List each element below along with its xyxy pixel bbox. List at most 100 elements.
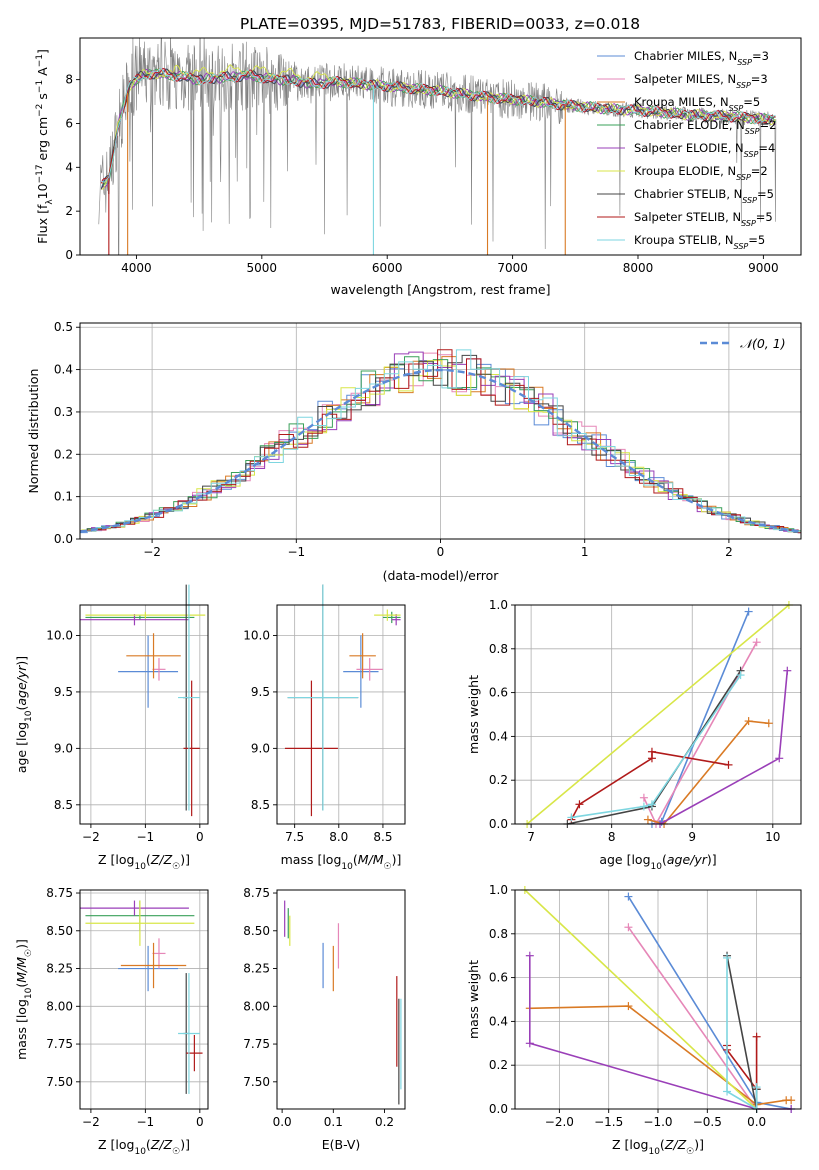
- legend-entry: Chabrier ELODIE, NSSP=2: [634, 118, 776, 136]
- legend-entry: Kroupa STELIB, NSSP=5: [634, 233, 765, 251]
- y-tick-label: 7.75: [46, 1037, 73, 1051]
- weight-line: [647, 720, 769, 825]
- errorbar-point: [374, 609, 401, 621]
- y-tick-label: 1.0: [489, 883, 508, 897]
- x-tick-label: 5000: [247, 261, 278, 275]
- x-tick-label: 0: [196, 830, 204, 844]
- axes-spectrum: 4000 5000 6000 7000 8000 9000 0 2 4 6 8 wavelength …: [35, 37, 802, 297]
- axes-age-vs-mass: 7.5 8.0 8.5 8.5 9.0 9.5 10.0 mass [log10(M/M☉)]: [243, 584, 406, 872]
- x-tick-label: −1.0: [643, 1115, 672, 1129]
- y-tick-label: 0.0: [489, 817, 508, 831]
- weight-series: [647, 607, 753, 828]
- residual-histogram: [81, 356, 801, 533]
- weight-series: [523, 601, 793, 828]
- x-tick-label: 8000: [623, 261, 654, 275]
- x-tick-label: 7.5: [285, 830, 304, 844]
- weight-series: [656, 666, 792, 828]
- x-tick-label: 0: [196, 1115, 204, 1129]
- errorbar-point: [284, 680, 338, 817]
- plot-frame: [79, 889, 209, 1110]
- x-tick-label: −2: [82, 1115, 100, 1129]
- y-tick-label: 0.0: [54, 532, 73, 546]
- y-tick-label: 2: [65, 204, 73, 218]
- errorbar-point: [120, 942, 187, 989]
- y-tick-label: 8.00: [46, 999, 73, 1013]
- weight-series: [520, 886, 761, 1113]
- y-tick-label: 0.6: [489, 686, 508, 700]
- y-tick-label: 8.75: [46, 886, 73, 900]
- y-axis-label: Normed distribution: [26, 369, 41, 494]
- y-tick-label: 6: [65, 116, 73, 130]
- y-tick-label: 8.75: [243, 886, 270, 900]
- weight-series: [624, 892, 796, 1113]
- x-tick-label: 7: [527, 830, 535, 844]
- axes-mass-vs-Z: −2 −1 0 7.50 7.75 8.00 8.25 8.50 8.75 Z [log10(Z/…: [14, 886, 209, 1157]
- x-tick-label: 0: [437, 545, 445, 559]
- weight-line: [526, 604, 790, 825]
- residual-histogram: [81, 349, 801, 533]
- errorbar-point: [178, 973, 200, 1094]
- x-tick-label: 0.1: [324, 1115, 343, 1129]
- errorbar-point: [343, 635, 379, 708]
- y-tick-label: 0.2: [489, 773, 508, 787]
- x-tick-label: 8: [608, 830, 616, 844]
- y-tick-label: 0.6: [489, 971, 508, 985]
- y-tick-label: 0.4: [54, 363, 73, 377]
- plot-frame: [79, 37, 802, 256]
- weight-series: [567, 747, 733, 824]
- y-axis-label: age [log10(age/yr)]: [14, 656, 34, 773]
- y-tick-label: 8.50: [46, 924, 73, 938]
- y-axis-label: mass weight: [466, 960, 481, 1039]
- observed-spectrum: [98, 38, 777, 255]
- errorbar-point: [152, 938, 166, 969]
- y-tick-label: 0.5: [54, 320, 73, 334]
- x-axis-label: (data-model)/error: [383, 568, 500, 583]
- axes-mass-vs-ebv: 0.0 0.1 0.2 7.50 7.75 8.00 8.25 8.50 8.75: [243, 886, 406, 1129]
- x-tick-label: −2.0: [545, 1115, 574, 1129]
- axes-residuals: −2 −1 0 1 2 0.0 0.1 0.2 0.3 0.4 0.5 (data-model)/er…: [26, 320, 802, 583]
- x-tick-label: 0.0: [273, 1115, 292, 1129]
- y-tick-label: 0.2: [489, 1058, 508, 1072]
- histogram-group: [80, 349, 801, 534]
- gaussian-curve: [80, 368, 801, 533]
- y-tick-label: 0.8: [489, 642, 508, 656]
- errorbar-point: [152, 658, 166, 681]
- x-tick-label: 8.5: [373, 830, 392, 844]
- y-tick-label: 7.50: [46, 1075, 73, 1089]
- legend-entry: 𝒩(0, 1): [740, 336, 786, 351]
- legend-entry: Salpeter ELODIE, NSSP=4: [634, 141, 775, 159]
- errorbar-point: [382, 611, 401, 624]
- x-tick-label: −1: [137, 830, 155, 844]
- legend-entry: Kroupa ELODIE, NSSP=2: [634, 164, 768, 182]
- x-axis-label: Z [log10(Z/Z☉)]: [98, 1137, 190, 1157]
- y-tick-label: 8.5: [251, 798, 270, 812]
- y-tick-label: 8: [65, 73, 73, 87]
- weight-series: [643, 717, 773, 828]
- y-tick-label: 8.00: [243, 999, 270, 1013]
- errorbar-point: [183, 680, 200, 817]
- legend-entry: Chabrier MILES, NSSP=3: [634, 49, 769, 67]
- figure-title: PLATE=0395, MJD=51783, FIBERID=0033, z=0…: [240, 15, 640, 33]
- x-tick-label: 0.2: [375, 1115, 394, 1129]
- y-tick-label: 7.50: [243, 1075, 270, 1089]
- y-tick-label: 0: [65, 248, 73, 262]
- y-tick-label: 0.3: [54, 405, 73, 419]
- errorbar-point: [118, 945, 179, 992]
- y-tick-label: 8.5: [54, 798, 73, 812]
- y-tick-label: 0.4: [489, 729, 508, 743]
- y-tick-label: 1.0: [489, 598, 508, 612]
- legend-entry: Salpeter STELIB, NSSP=5: [634, 210, 773, 228]
- weight-line: [524, 889, 758, 1110]
- y-tick-label: 0.8: [489, 927, 508, 941]
- x-tick-label: 8.0: [329, 830, 348, 844]
- errorbar-point: [85, 615, 195, 620]
- x-tick-label: 7000: [497, 261, 528, 275]
- errorbar-point: [126, 633, 181, 679]
- residual-histogram: [80, 352, 801, 532]
- y-axis-label: Flux [fλ10−17 erg cm−2 s−1 A−1]: [35, 49, 55, 244]
- y-tick-label: 0.1: [54, 490, 73, 504]
- x-tick-label: −0.5: [693, 1115, 722, 1129]
- x-axis-label: mass [log10(M/M☉)]: [281, 852, 402, 872]
- errorbar-point: [85, 900, 195, 946]
